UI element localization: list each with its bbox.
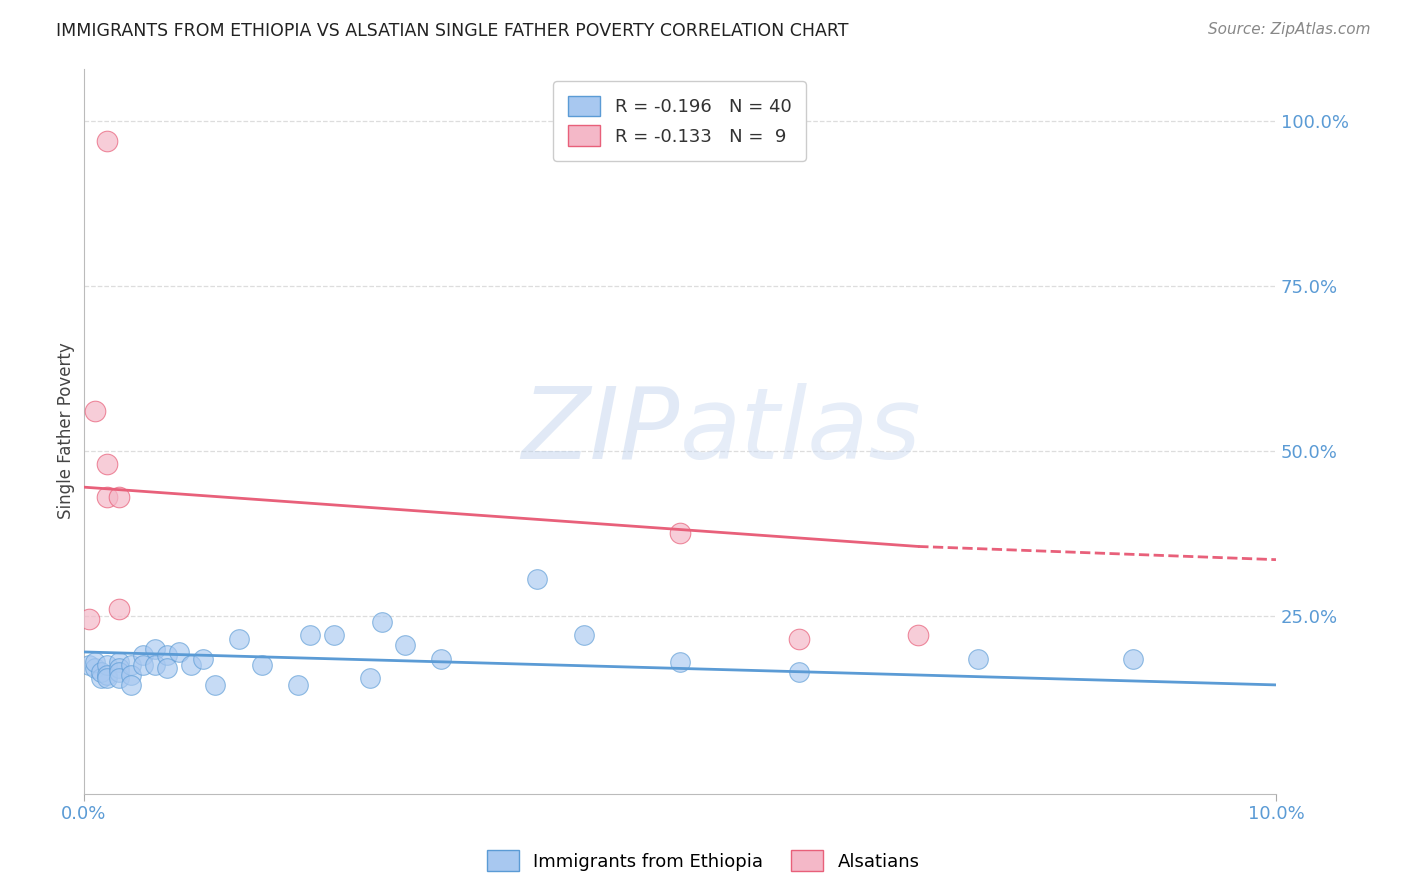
Point [156, 661, 179, 675]
Point [96, 490, 118, 504]
Point [108, 655, 131, 669]
Point [84, 404, 107, 418]
Point [299, 628, 322, 642]
Point [156, 648, 179, 663]
Point [966, 651, 988, 665]
Point [430, 651, 453, 665]
Point [204, 678, 226, 692]
Point [108, 671, 131, 685]
Legend: R = -0.196   N = 40, R = -0.133   N =  9: R = -0.196 N = 40, R = -0.133 N = 9 [554, 81, 806, 161]
Point [96, 668, 118, 682]
Point [143, 658, 166, 673]
Point [668, 526, 690, 541]
Text: Source: ZipAtlas.com: Source: ZipAtlas.com [1208, 22, 1371, 37]
Point [84, 661, 107, 675]
Point [526, 573, 548, 587]
Point [96, 658, 118, 673]
Point [907, 628, 929, 642]
Point [90, 665, 112, 679]
Text: IMMIGRANTS FROM ETHIOPIA VS ALSATIAN SINGLE FATHER POVERTY CORRELATION CHART: IMMIGRANTS FROM ETHIOPIA VS ALSATIAN SIN… [56, 22, 849, 40]
Point [90, 671, 112, 685]
Point [180, 658, 202, 673]
Point [1122, 651, 1144, 665]
Point [167, 645, 190, 659]
Point [108, 661, 131, 675]
Point [787, 665, 810, 679]
Point [252, 658, 274, 673]
Point [79, 658, 101, 673]
Point [120, 658, 142, 673]
Point [394, 638, 416, 652]
Point [370, 615, 392, 630]
Point [132, 648, 155, 663]
Point [108, 490, 131, 504]
Point [323, 628, 346, 642]
Point [96, 671, 118, 685]
Point [143, 641, 166, 656]
Text: atlas: atlas [679, 383, 921, 480]
Legend: Immigrants from Ethiopia, Alsatians: Immigrants from Ethiopia, Alsatians [479, 843, 927, 879]
Point [668, 655, 690, 669]
Point [287, 678, 309, 692]
Point [120, 678, 142, 692]
Point [359, 671, 381, 685]
Point [108, 665, 131, 679]
Point [787, 632, 810, 646]
Point [574, 628, 596, 642]
Text: ZIP: ZIP [522, 383, 679, 480]
Point [79, 612, 101, 626]
Point [132, 658, 155, 673]
Point [228, 632, 250, 646]
Point [191, 651, 214, 665]
Point [108, 602, 131, 616]
Y-axis label: Single Father Poverty: Single Father Poverty [58, 343, 75, 519]
Point [84, 655, 107, 669]
Point [120, 668, 142, 682]
Point [96, 134, 118, 148]
Point [96, 457, 118, 471]
